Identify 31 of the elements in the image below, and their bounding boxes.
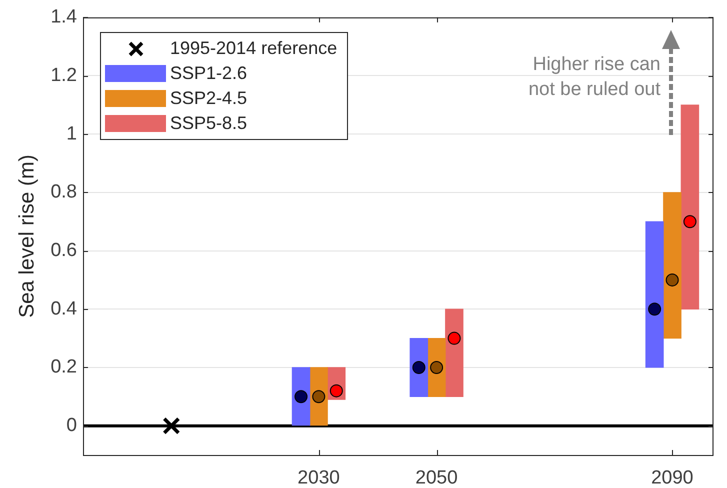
point bbox=[683, 215, 696, 228]
legend-label: SSP5-8.5 bbox=[170, 113, 248, 134]
point bbox=[162, 417, 180, 435]
x-tick-label: 2050 bbox=[415, 468, 458, 488]
y-tick-label: 0 bbox=[66, 415, 77, 436]
point bbox=[412, 360, 426, 374]
legend-label: SSP2-4.5 bbox=[170, 88, 248, 110]
annotation: Higher rise can not be ruled out bbox=[528, 54, 662, 100]
bar bbox=[645, 221, 664, 368]
y-tick-label: 0.2 bbox=[50, 356, 77, 378]
legend-label: 1995-2014 reference bbox=[170, 38, 338, 60]
point bbox=[312, 390, 326, 404]
point bbox=[648, 302, 662, 316]
point bbox=[294, 390, 308, 404]
point bbox=[430, 360, 444, 374]
bar bbox=[663, 192, 682, 339]
y-tick-label: 0.6 bbox=[50, 240, 77, 262]
bar bbox=[445, 308, 464, 397]
legend-label: SSP1-2.6 bbox=[170, 63, 248, 84]
point bbox=[666, 273, 679, 286]
y-tick-label: 0.4 bbox=[50, 298, 78, 320]
x-tick-label: 2030 bbox=[298, 468, 340, 488]
x-tick-label: 2090 bbox=[651, 468, 694, 488]
y-axis-title: Sea level rise (m) bbox=[15, 154, 38, 318]
y-tick-label: 1.2 bbox=[50, 64, 77, 86]
bar bbox=[680, 104, 700, 310]
y-tick-label: 1 bbox=[66, 123, 77, 144]
y-tick-label: 0.8 bbox=[50, 182, 77, 203]
point bbox=[448, 332, 461, 345]
point bbox=[330, 384, 343, 398]
y-tick-label: 1.4 bbox=[50, 6, 78, 28]
